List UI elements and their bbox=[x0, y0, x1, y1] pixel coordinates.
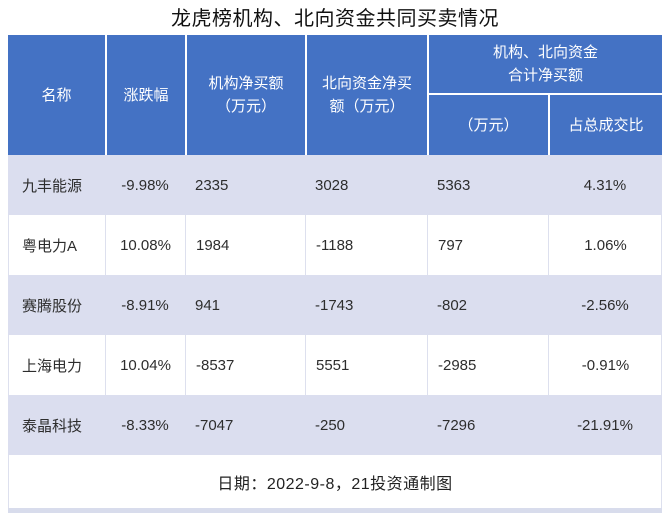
combined-pct-cell: 4.31% bbox=[583, 176, 627, 194]
change-cell: -8.33% bbox=[121, 416, 169, 434]
inst-net-buy-cell: 1984 bbox=[185, 215, 305, 275]
north-net-buy-cell: -1188 bbox=[305, 215, 427, 275]
north-net-buy-cell: 5551 bbox=[305, 335, 427, 395]
stock-name-cell: 赛腾股份 bbox=[22, 297, 83, 315]
change-cell: -8.91% bbox=[121, 296, 169, 314]
col-header-north-net-buy: 北向资金净买 额（万元） bbox=[305, 35, 427, 155]
north-net-buy-cell: -1743 bbox=[315, 296, 354, 314]
combined-pct-cell: -2.56% bbox=[581, 296, 629, 314]
col-header-combined-pct: 占总成交比 bbox=[548, 95, 662, 155]
inst-net-buy-cell: 941 bbox=[195, 296, 221, 314]
combined-pct-cell: -0.91% bbox=[548, 335, 662, 395]
col-header-inst-net-buy: 机构净买额 （万元） bbox=[185, 35, 305, 155]
change-cell: 10.08% bbox=[105, 215, 185, 275]
combined-pct-cell: 1.06% bbox=[548, 215, 662, 275]
stock-name-cell: 上海电力 bbox=[22, 357, 83, 375]
header-line: 额（万元） bbox=[329, 98, 405, 115]
header-line: 北向资金净买 bbox=[321, 75, 412, 92]
col-header-combined-group: 机构、北向资金 合计净买额 bbox=[427, 35, 662, 95]
date-source-note: 日期：2022-9-8，21投资通制图 bbox=[217, 475, 453, 493]
col-header-change: 涨跌幅 bbox=[105, 35, 185, 155]
header-line: 机构、北向资金 bbox=[492, 44, 598, 61]
header-line: （万元） bbox=[215, 98, 276, 115]
data-table: 名称 涨跌幅 机构净买额 （万元） 北向资金净买 额（万元） 机构、北向资金 合… bbox=[8, 35, 662, 513]
table-footer: 日期：2022-9-8，21投资通制图 bbox=[8, 455, 662, 508]
page-title: 龙虎榜机构、北向资金共同买卖情况 bbox=[171, 8, 499, 30]
combined-amount-cell: -802 bbox=[437, 296, 468, 314]
combined-amount-cell: 5363 bbox=[437, 176, 471, 194]
table-header: 名称 涨跌幅 机构净买额 （万元） 北向资金净买 额（万元） 机构、北向资金 合… bbox=[8, 35, 662, 155]
table-row: 上海电力 10.04% -8537 5551 -2985 -0.91% bbox=[8, 335, 662, 395]
north-net-buy-cell: -250 bbox=[315, 416, 346, 434]
stock-name-cell: 泰晶科技 bbox=[22, 417, 83, 435]
stock-name-cell: 九丰能源 bbox=[22, 177, 83, 195]
inst-net-buy-cell: 2335 bbox=[195, 176, 229, 194]
col-header-name: 名称 bbox=[41, 86, 72, 104]
combined-amount-cell: -2985 bbox=[427, 335, 548, 395]
combined-amount-cell: -7296 bbox=[437, 416, 476, 434]
change-cell: 10.04% bbox=[105, 335, 185, 395]
change-cell: -9.98% bbox=[121, 176, 169, 194]
table-row: 泰晶科技 -8.33% -7047 -250 -7296 -21.91% bbox=[8, 395, 662, 455]
combined-pct-cell: -21.91% bbox=[577, 416, 633, 434]
inst-net-buy-cell: -7047 bbox=[195, 416, 234, 434]
header-line: 机构净买额 bbox=[208, 75, 284, 92]
north-net-buy-cell: 3028 bbox=[315, 176, 349, 194]
combined-amount-cell: 797 bbox=[427, 215, 548, 275]
stock-name-cell: 粤电力A bbox=[22, 237, 78, 255]
table-row: 九丰能源 -9.98% 2335 3028 5363 4.31% bbox=[8, 155, 662, 215]
col-header-combined-amount: （万元） bbox=[427, 95, 548, 155]
header-line: 合计净买额 bbox=[507, 67, 583, 84]
table-row: 赛腾股份 -8.91% 941 -1743 -802 -2.56% bbox=[8, 275, 662, 335]
inst-net-buy-cell: -8537 bbox=[185, 335, 305, 395]
table-row: 粤电力A 10.08% 1984 -1188 797 1.06% bbox=[8, 215, 662, 275]
